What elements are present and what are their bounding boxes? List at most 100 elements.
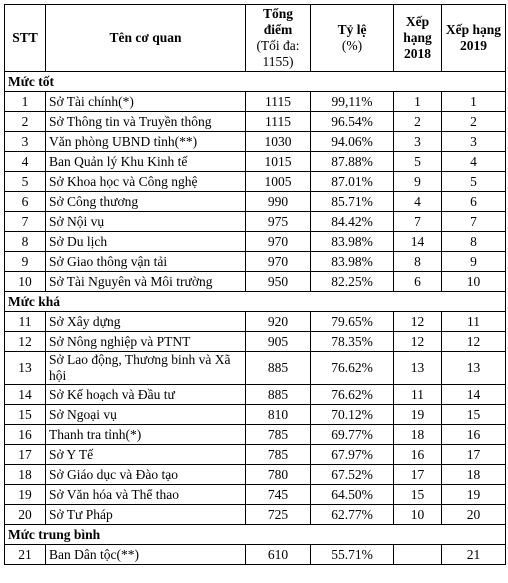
header-score-label: Tổng điểm xyxy=(262,6,293,37)
data-row: 17 Sở Y Tế 785 67.97% 16 17 xyxy=(4,444,506,465)
rank-2019: 5 xyxy=(441,171,506,192)
stt: 20 xyxy=(4,504,46,525)
total-score: 745 xyxy=(245,484,311,505)
data-row: 16 Thanh tra tỉnh(*) 785 69.77% 18 16 xyxy=(4,424,506,445)
data-row: 4 Ban Quản lý Khu Kinh tế 1015 87.88% 5 4 xyxy=(4,151,506,172)
agency-name: Sở Tài Nguyên và Môi trường xyxy=(45,271,246,292)
header-rank-2019: Xếp hạng 2019 xyxy=(441,4,506,72)
total-score: 1030 xyxy=(245,131,311,152)
ratio: 83.98% xyxy=(310,231,394,252)
data-row: 11 Sở Xây dựng 920 79.65% 12 11 xyxy=(4,311,506,332)
section-row: Mức tốt xyxy=(4,71,506,92)
total-score: 785 xyxy=(245,424,311,445)
agency-name: Sở Nội vụ xyxy=(45,211,246,232)
total-score: 780 xyxy=(245,464,311,485)
rank-2019: 4 xyxy=(441,151,506,172)
rank-2019: 8 xyxy=(441,231,506,252)
rank-2019: 13 xyxy=(441,351,506,385)
rank-2018: 10 xyxy=(393,504,442,525)
rank-2018: 16 xyxy=(393,444,442,465)
rank-2019: 14 xyxy=(441,384,506,405)
header-name: Tên cơ quan xyxy=(45,4,246,72)
ratio: 78.35% xyxy=(310,331,394,352)
agency-name: Sở Khoa học và Công nghệ xyxy=(45,171,246,192)
data-row: 12 Sở Nông nghiệp và PTNT 905 78.35% 12 12 xyxy=(4,331,506,352)
agency-name: Sở Y Tế xyxy=(45,444,246,465)
stt: 11 xyxy=(4,311,46,332)
ratio: 83.98% xyxy=(310,251,394,272)
rank-2018: 3 xyxy=(393,131,442,152)
data-row: 13 Sở Lao động, Thương binh và Xã hội 885 7… xyxy=(4,351,506,385)
rank-2019: 20 xyxy=(441,504,506,525)
ratio: 76.62% xyxy=(310,384,394,405)
stt: 9 xyxy=(4,251,46,272)
total-score: 610 xyxy=(245,544,311,565)
header-ratio-unit: (%) xyxy=(341,38,363,53)
ratio: 96.54% xyxy=(310,111,394,132)
ratio: 76.62% xyxy=(310,351,394,385)
stt: 3 xyxy=(4,131,46,152)
rank-2018 xyxy=(393,544,442,565)
agency-name: Sở Công thương xyxy=(45,191,246,212)
data-row: 10 Sở Tài Nguyên và Môi trường 950 82.25% 6 1… xyxy=(4,271,506,292)
ratio: 82.25% xyxy=(310,271,394,292)
agency-name: Thanh tra tỉnh(*) xyxy=(45,424,246,445)
ratio: 84.42% xyxy=(310,211,394,232)
agency-name: Sở Du lịch xyxy=(45,231,246,252)
rank-2018: 5 xyxy=(393,151,442,172)
data-row: 18 Sở Giáo dục và Đào tạo 780 67.52% 17 18 xyxy=(4,464,506,485)
total-score: 885 xyxy=(245,384,311,405)
rank-2018: 17 xyxy=(393,464,442,485)
data-row: 2 Sở Thông tin và Truyền thông 1115 96.54% 2… xyxy=(4,111,506,132)
data-row: 5 Sở Khoa học và Công nghệ 1005 87.01% 9 5 xyxy=(4,171,506,192)
stt: 8 xyxy=(4,231,46,252)
stt: 5 xyxy=(4,171,46,192)
header-rank-2018: Xếp hạng 2018 xyxy=(393,4,442,72)
total-score: 975 xyxy=(245,211,311,232)
table-body: Mức tốt 1 Sở Tài chính(*) 1115 99,11% 1 1 2 Sở T… xyxy=(4,71,506,565)
header-row: STT Tên cơ quan Tổng điểm (Tối đa: 1155) … xyxy=(4,4,506,72)
rank-2019: 2 xyxy=(441,111,506,132)
rank-2018: 14 xyxy=(393,231,442,252)
rank-2018: 8 xyxy=(393,251,442,272)
data-row: 6 Sở Công thương 990 85.71% 4 6 xyxy=(4,191,506,212)
rank-2019: 16 xyxy=(441,424,506,445)
rank-2018: 13 xyxy=(393,351,442,385)
agency-name: Sở Ngoại vụ xyxy=(45,404,246,425)
stt: 10 xyxy=(4,271,46,292)
stt: 12 xyxy=(4,331,46,352)
rank-2018: 18 xyxy=(393,424,442,445)
agency-name: Sở Tư Pháp xyxy=(45,504,246,525)
rank-2018: 15 xyxy=(393,484,442,505)
section-title: Mức khá xyxy=(4,291,506,312)
ratio: 67.52% xyxy=(310,464,394,485)
rank-2018: 12 xyxy=(393,331,442,352)
agency-name: Sở Kế hoạch và Đầu tư xyxy=(45,384,246,405)
data-row: 8 Sở Du lịch 970 83.98% 14 8 xyxy=(4,231,506,252)
agency-name: Sở Giao thông vận tải xyxy=(45,251,246,272)
stt: 15 xyxy=(4,404,46,425)
rank-2018: 11 xyxy=(393,384,442,405)
stt: 13 xyxy=(4,351,46,385)
total-score: 1115 xyxy=(245,111,311,132)
ratio: 99,11% xyxy=(310,91,394,112)
rank-2019: 3 xyxy=(441,131,506,152)
stt: 4 xyxy=(4,151,46,172)
agency-name: Sở Xây dựng xyxy=(45,311,246,332)
data-row: 14 Sở Kế hoạch và Đầu tư 885 76.62% 11 14 xyxy=(4,384,506,405)
stt: 6 xyxy=(4,191,46,212)
rank-2019: 1 xyxy=(441,91,506,112)
stt: 2 xyxy=(4,111,46,132)
ratio: 62.77% xyxy=(310,504,394,525)
agency-name: Sở Tài chính(*) xyxy=(45,91,246,112)
rank-2019: 11 xyxy=(441,311,506,332)
agency-name: Sở Giáo dục và Đào tạo xyxy=(45,464,246,485)
rank-2018: 4 xyxy=(393,191,442,212)
ranking-table: STT Tên cơ quan Tổng điểm (Tối đa: 1155) … xyxy=(4,4,506,565)
stt: 21 xyxy=(4,544,46,565)
data-row: 9 Sở Giao thông vận tải 970 83.98% 8 9 xyxy=(4,251,506,272)
section-title: Mức tốt xyxy=(4,71,506,92)
ratio: 67.97% xyxy=(310,444,394,465)
total-score: 990 xyxy=(245,191,311,212)
agency-name: Sở Thông tin và Truyền thông xyxy=(45,111,246,132)
